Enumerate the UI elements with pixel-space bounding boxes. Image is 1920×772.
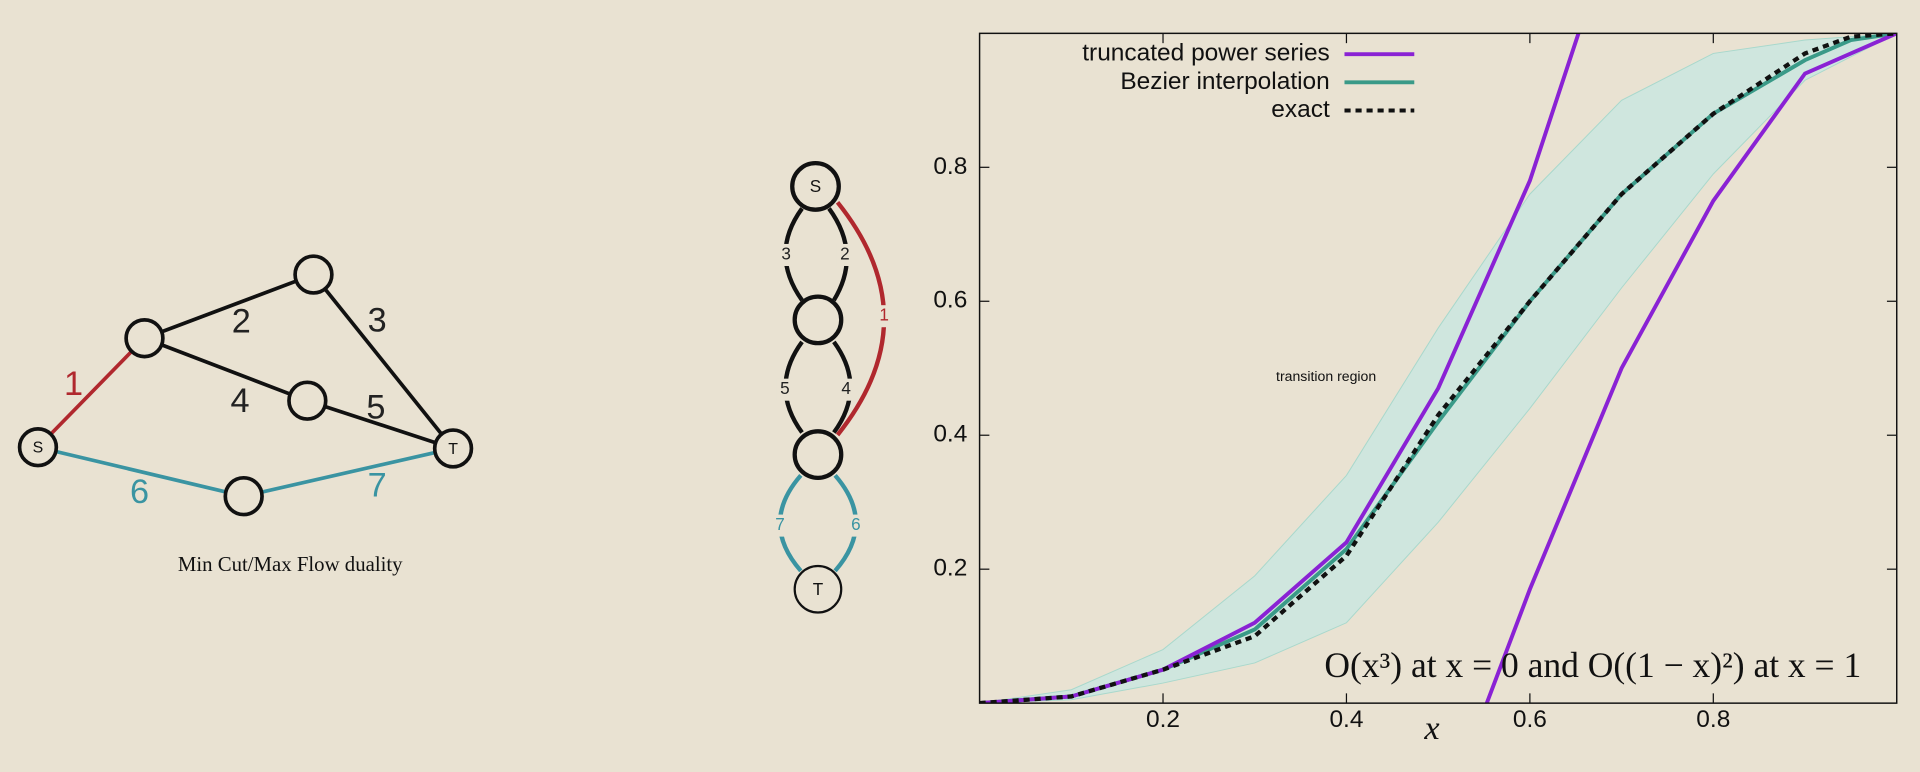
edge-weight: 5 [366, 388, 385, 426]
y-tick-label: 0.2 [933, 555, 967, 582]
edge-weight: 2 [840, 244, 850, 264]
node-label: T [813, 579, 824, 599]
plot-frame [978, 32, 1898, 704]
x-tick-label: 0.2 [1146, 706, 1180, 733]
edge-weight: 3 [781, 244, 791, 264]
label-gap [771, 514, 789, 537]
y-tick-label: 0.4 [933, 421, 967, 448]
graph-edge [143, 336, 309, 403]
legend-label: exact [1271, 96, 1330, 123]
series-line [979, 33, 1897, 704]
edge-weight: 2 [232, 303, 251, 341]
annotation: O(x³) at x = 0 and O((1 − x)²) at x = 1 [1324, 645, 1861, 685]
node-label: S [810, 176, 821, 196]
graph-node [432, 428, 474, 469]
edge-weight: 7 [368, 467, 387, 505]
y-tick-label: 0.8 [933, 153, 967, 180]
legend-label: truncated power series [1082, 40, 1330, 67]
legend-label: Bezier interpolation [1120, 68, 1329, 95]
graph-edge [306, 398, 454, 451]
node-label: T [448, 441, 458, 458]
label-gap [836, 243, 854, 266]
label-gap [776, 378, 794, 401]
dual-node [790, 161, 841, 212]
edge-weight: 4 [841, 378, 851, 398]
dual-node [792, 429, 844, 480]
label-gap [847, 514, 865, 537]
graph-node [287, 380, 328, 421]
x-tick-label: 0.8 [1696, 706, 1730, 733]
label-gap [777, 243, 795, 266]
label-gap [875, 305, 893, 328]
edge-weight: 1 [879, 305, 889, 325]
dual-node [793, 564, 843, 614]
dual-node [792, 294, 844, 346]
graph-node [223, 476, 264, 517]
series-line [979, 33, 1897, 704]
edge-weight: 6 [130, 473, 149, 511]
graph-edge [243, 446, 454, 498]
edge-weight: 3 [368, 301, 387, 339]
caption: Min Cut/Max Flow duality [178, 552, 403, 576]
graph-edge [37, 445, 245, 498]
label-gap [837, 378, 855, 401]
graph-edge [143, 272, 315, 340]
y-tick-label: 0.6 [933, 287, 967, 314]
graph-node [293, 254, 334, 295]
x-tick-label: 0.4 [1329, 706, 1363, 733]
edge-weight: 5 [780, 378, 790, 398]
edge-weight: 6 [851, 514, 861, 534]
node-label: S [33, 440, 44, 457]
edge-weight: 1 [64, 365, 83, 403]
edge-weight: 4 [230, 382, 249, 420]
graph-edge [36, 336, 146, 449]
graph-edge [312, 273, 455, 450]
x-tick-label: 0.6 [1513, 706, 1547, 733]
annotation: transition region [1276, 368, 1376, 384]
graph-node [124, 318, 165, 359]
graph-node [17, 427, 59, 468]
x-axis-label: x [1423, 709, 1439, 747]
edge-weight: 7 [775, 514, 785, 534]
